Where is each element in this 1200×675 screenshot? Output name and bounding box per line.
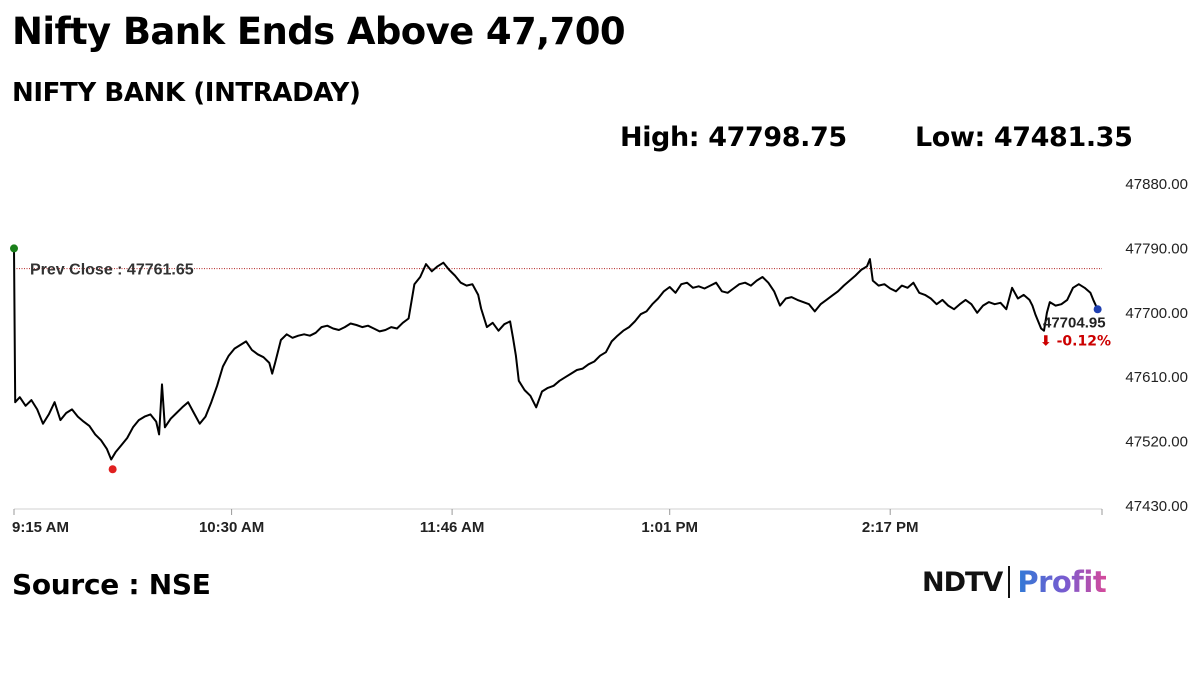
headline: Nifty Bank Ends Above 47,700 bbox=[12, 10, 626, 53]
y-tick-label: 47700.00 bbox=[1125, 305, 1188, 322]
open-marker bbox=[10, 244, 18, 253]
y-tick-label: 47790.00 bbox=[1125, 240, 1188, 257]
y-tick-label: 47520.00 bbox=[1125, 434, 1188, 451]
close-marker bbox=[1093, 305, 1102, 314]
prev-close-label: Prev Close : 47761.65 bbox=[30, 262, 194, 279]
y-tick-label: 47430.00 bbox=[1125, 498, 1188, 515]
source-note: Source : NSE bbox=[12, 568, 211, 601]
last-value-label: 47704.95 bbox=[1043, 314, 1106, 331]
x-tick-label: 11:46 AM bbox=[420, 519, 484, 536]
logo-divider bbox=[1008, 566, 1011, 598]
x-tick-label: 1:01 PM bbox=[641, 519, 698, 536]
low-stat: Low: 47481.35 bbox=[915, 122, 1133, 153]
y-tick-label: 47610.00 bbox=[1125, 369, 1188, 386]
chart-subtitle: NIFTY BANK (INTRADAY) bbox=[12, 78, 361, 108]
x-tick-label: 10:30 AM bbox=[199, 519, 264, 536]
logo-ndtv-text: NDTV bbox=[922, 566, 1003, 598]
change-percent-label: ⬇ -0.12% bbox=[1040, 333, 1111, 349]
price-line bbox=[13, 248, 1099, 461]
x-tick-label: 9:15 AM bbox=[12, 519, 69, 536]
plot-layer: 9:15 AM 10:30 AM 11:46 AM 1:01 PM 2:17 PM 478… bbox=[10, 176, 1188, 536]
x-tick-label: 2:17 PM bbox=[862, 519, 919, 536]
intraday-chart: 9:15 AM 10:30 AM 11:46 AM 1:01 PM 2:17 PM 478… bbox=[10, 176, 1188, 536]
y-tick-label: 47880.00 bbox=[1125, 176, 1188, 193]
logo-profit-text: Profit bbox=[1017, 565, 1107, 599]
high-stat: High: 47798.75 bbox=[620, 122, 847, 153]
low-marker bbox=[108, 465, 117, 474]
ndtv-profit-logo: NDTV Profit bbox=[922, 562, 1107, 602]
